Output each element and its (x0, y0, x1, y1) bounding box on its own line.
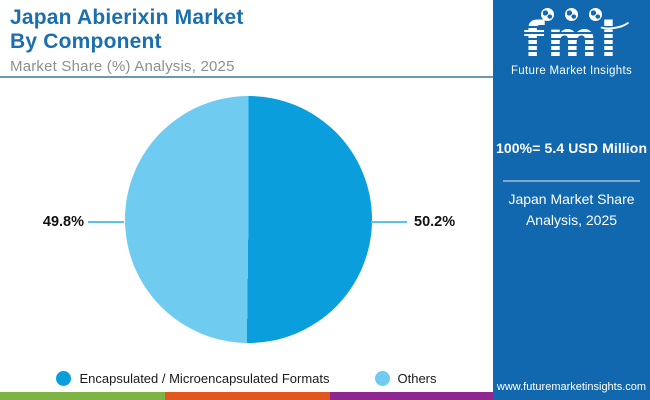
stripe-segment-purple (330, 392, 493, 400)
website-url: www.futuremarketinsights.com (496, 381, 647, 393)
fmi-logo: fmi Future Market Insights (493, 8, 650, 77)
page-subtitle: Market Share (%) Analysis, 2025 (10, 58, 235, 76)
legend-item-others: Others (374, 371, 437, 386)
leader-line-left (88, 221, 124, 223)
pie-label-encapsulated: 50.2% (414, 214, 456, 230)
total-annotation: 100%= 5.4 USD Million (496, 140, 648, 156)
stripe-segment-green (0, 392, 165, 400)
globe-icon (565, 8, 578, 21)
sidebar-note-line1: Japan Market Share (508, 191, 635, 207)
footer-stripe (0, 392, 493, 400)
sidebar-note: Japan Market Share Analysis, 2025 (493, 189, 650, 231)
page-title-line1: Japan Abierixin Market (10, 6, 244, 29)
sidebar-divider (503, 180, 640, 182)
globe-icon (589, 8, 602, 21)
globe-icon (541, 8, 554, 21)
legend-label-others: Others (397, 371, 437, 386)
legend-dot-others (374, 371, 390, 386)
logo-globes-row (493, 8, 650, 33)
legend-dot-encapsulated (56, 371, 72, 386)
legend: Encapsulated / Microencapsulated Formats… (0, 371, 493, 386)
sidebar-note-line2: Analysis, 2025 (525, 212, 618, 228)
logo-stripes-overlay (523, 22, 620, 62)
header: Japan Abierixin Market By Component Mark… (10, 6, 480, 75)
sidebar: fmi Future Market Insights 100%= 5.4 USD… (493, 0, 650, 400)
legend-item-encapsulated: Encapsulated / Microencapsulated Formats (56, 371, 330, 386)
logo-text-wrap: fmi (523, 16, 620, 64)
logo-subtext: Future Market Insights (510, 64, 632, 77)
stripe-segment-orange (165, 392, 330, 400)
leader-line-right (371, 221, 407, 223)
legend-label-encapsulated: Encapsulated / Microencapsulated Formats (79, 371, 330, 386)
page-title-line2: By Component (10, 30, 162, 54)
header-divider (0, 76, 493, 78)
pie-label-others: 49.8% (42, 214, 84, 230)
pie-chart (125, 96, 372, 343)
